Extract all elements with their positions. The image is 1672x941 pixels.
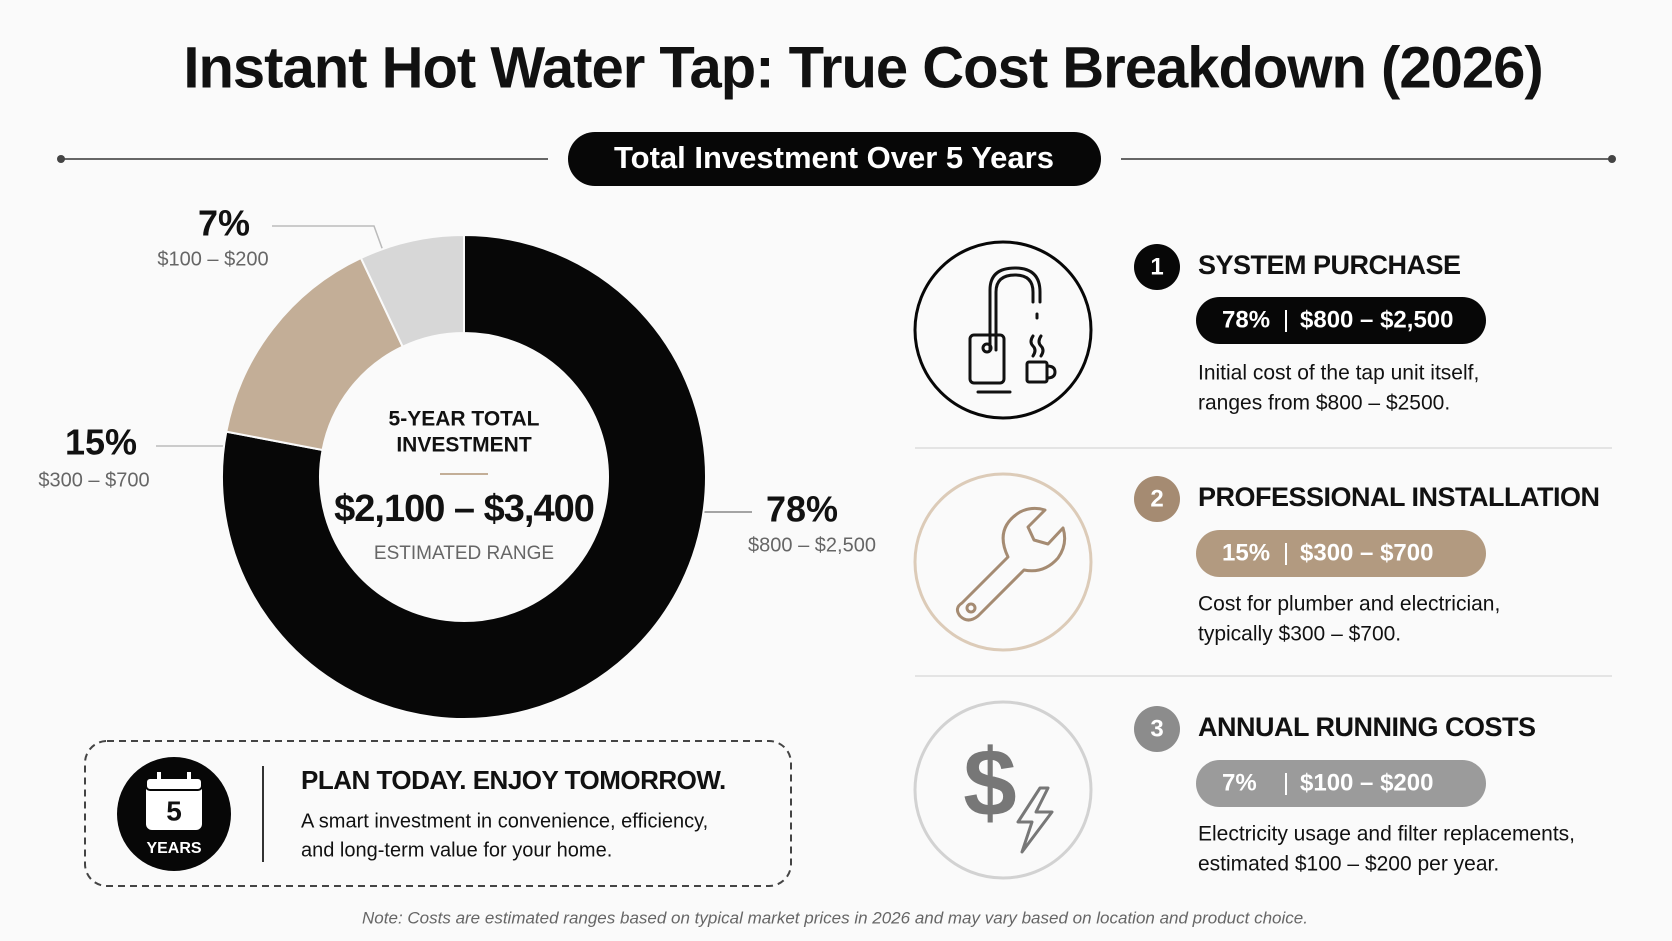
subtitle-pill <box>568 132 1101 186</box>
slice-range: $800 – $2,500 <box>748 534 876 556</box>
calendar-top <box>145 777 203 791</box>
step-badge <box>1196 530 1486 577</box>
slice-percent: 78% <box>766 489 838 530</box>
title: Instant Hot Water Tap: True Cost Breakdo… <box>183 35 1542 100</box>
step-badge-percent: 7% <box>1222 769 1257 796</box>
step-number: 3 <box>1150 715 1163 742</box>
bolt-icon <box>1016 786 1054 854</box>
center-caption: ESTIMATED RANGE <box>374 543 554 564</box>
slice-range: $100 – $200 <box>157 248 268 270</box>
step-description: Cost for plumber and electrician, <box>1198 593 1500 616</box>
step-description: typically $300 – $700. <box>1198 623 1401 646</box>
step-circle <box>1134 476 1180 522</box>
step-number: 2 <box>1150 485 1163 512</box>
donut-slice <box>221 233 707 720</box>
icon-circle <box>913 472 1093 652</box>
step-description: estimated $100 – $200 per year. <box>1198 853 1499 876</box>
step-badge-percent: 78% <box>1222 306 1270 333</box>
icon-circle <box>913 700 1093 880</box>
note: Note: Costs are estimated ranges based o… <box>362 908 1308 927</box>
step-badge-range: $300 – $700 <box>1300 539 1433 566</box>
donut-slice <box>359 233 465 349</box>
plan-badge-number: 5 <box>166 795 182 826</box>
step-description: Electricity usage and filter replacement… <box>1198 823 1575 846</box>
step-title: PROFESSIONAL INSTALLATION <box>1198 482 1600 512</box>
step-title: SYSTEM PURCHASE <box>1198 250 1461 280</box>
plan-title: PLAN TODAY. ENJOY TOMORROW. <box>301 765 726 795</box>
subtitle: Total Investment Over 5 Years <box>614 140 1054 175</box>
step-badge-percent: 15% <box>1222 539 1270 566</box>
icon-circle <box>913 240 1093 420</box>
plan-line: A smart investment in convenience, effic… <box>301 810 708 832</box>
wrench-icon <box>955 506 1067 622</box>
step-badge <box>1196 297 1486 344</box>
slice-percent: 7% <box>198 203 250 244</box>
slice-percent: 15% <box>65 422 137 463</box>
center-heading: INVESTMENT <box>396 434 532 457</box>
rule-dot <box>1608 155 1616 163</box>
center-value: $2,100 – $3,400 <box>334 488 594 530</box>
dollar-icon: $ <box>963 729 1016 836</box>
step-badge-range: $100 – $200 <box>1300 769 1433 796</box>
step-badge <box>1196 760 1486 807</box>
center-heading: 5-YEAR TOTAL <box>389 408 540 431</box>
rule-dot <box>57 155 65 163</box>
tap-icon <box>968 266 1057 394</box>
plan-badge-label: YEARS <box>146 840 201 857</box>
step-circle <box>1134 706 1180 752</box>
step-title: ANNUAL RUNNING COSTS <box>1198 712 1536 742</box>
plan-box <box>84 740 792 887</box>
step-circle <box>1134 244 1180 290</box>
slice-range: $300 – $700 <box>38 469 149 491</box>
step-badge-range: $800 – $2,500 <box>1300 306 1453 333</box>
step-description: Initial cost of the tap unit itself, <box>1198 362 1479 385</box>
step-description: ranges from $800 – $2500. <box>1198 392 1450 415</box>
step-number: 1 <box>1150 253 1163 280</box>
donut <box>221 233 707 720</box>
plan-line: and long-term value for your home. <box>301 839 612 861</box>
